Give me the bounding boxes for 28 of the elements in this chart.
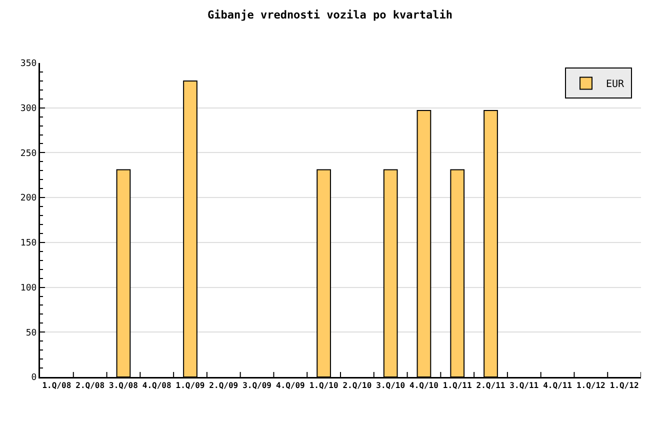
x-tick-label: 4.Q/10 — [410, 381, 439, 390]
x-tick-label: 4.Q/11 — [543, 381, 572, 390]
y-tick-label: 0 — [31, 373, 37, 384]
x-tick-label: 1.Q/12 — [610, 381, 639, 390]
x-tick-label: 1.Q/09 — [176, 381, 205, 390]
x-tick-label: 1.Q/12 — [576, 381, 606, 390]
x-tick-label: 2.Q/09 — [209, 381, 238, 390]
x-tick-label: 1.Q/11 — [442, 381, 472, 390]
x-tick-label: 4.Q/08 — [142, 381, 172, 390]
legend-label: EUR — [606, 79, 626, 90]
y-tick-label: 100 — [20, 283, 37, 294]
chart-title: Gibanje vrednosti vozila po kvartalih — [207, 8, 453, 22]
y-tick-label: 50 — [26, 328, 37, 338]
x-tick-label: 3.Q/11 — [510, 381, 539, 390]
x-tick-label: 1.Q/10 — [309, 381, 338, 390]
y-tick-label: 250 — [20, 148, 37, 159]
x-tick-label: 3.Q/09 — [242, 381, 272, 390]
y-tick-label: 350 — [20, 59, 37, 70]
x-tick-label: 4.Q/09 — [276, 381, 306, 390]
y-tick-label: 200 — [20, 194, 37, 204]
y-tick-label: 150 — [20, 238, 37, 249]
x-tick-label: 3.Q/10 — [376, 381, 406, 390]
x-tick-label: 2.Q/08 — [76, 381, 105, 390]
x-tick-label: 2.Q/11 — [476, 381, 506, 390]
x-tick-label: 1.Q/08 — [42, 381, 72, 390]
y-tick-label: 300 — [20, 104, 37, 114]
x-tick-label: 3.Q/08 — [109, 381, 138, 390]
x-tick-label: 2.Q/10 — [342, 381, 372, 390]
